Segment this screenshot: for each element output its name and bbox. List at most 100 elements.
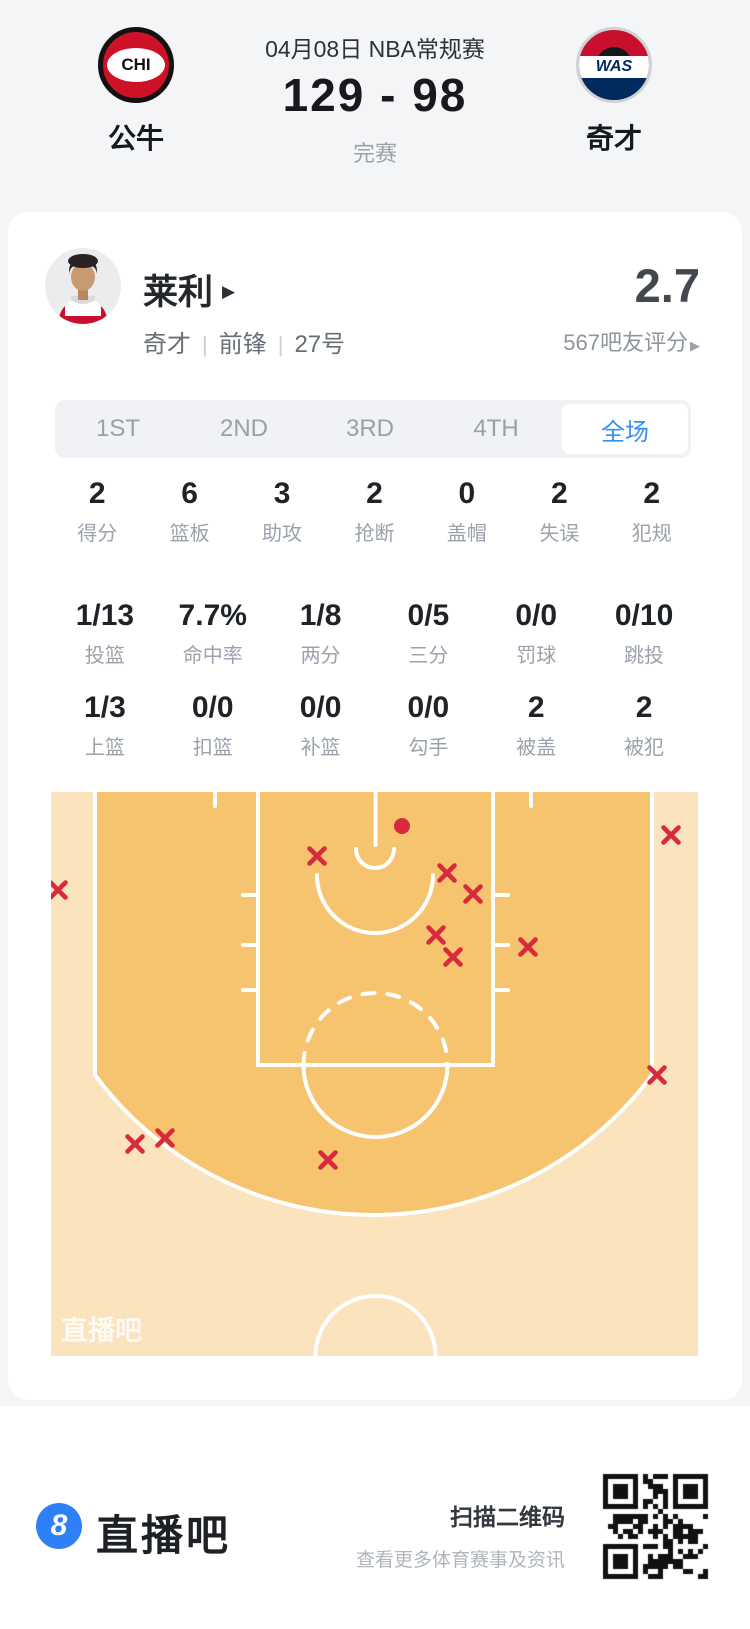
qr-code — [600, 1471, 711, 1582]
stat-得分: 2 得分 — [51, 478, 143, 546]
stat-label: 命中率 — [182, 645, 243, 667]
rating-arrow-icon: ▶ — [690, 338, 700, 353]
player-name: 莱利 — [143, 273, 214, 312]
stat-value: 2 — [88, 477, 106, 510]
player-avatar-image — [45, 248, 121, 324]
qr-subtitle: 查看更多体育赛事及资讯 — [355, 1550, 565, 1571]
rating-value: 2.7 — [634, 259, 700, 312]
stat-label: 勾手 — [408, 737, 449, 759]
stat-value: 0/5 — [407, 599, 450, 632]
tab-2nd[interactable]: 2ND — [219, 415, 268, 442]
rim-arc — [354, 847, 396, 870]
stat-value: 2 — [643, 477, 661, 510]
zhibo8-logo-icon: 8 — [36, 1503, 82, 1549]
team-home-name: 公牛 — [107, 123, 164, 154]
court-inside-three-area — [95, 792, 652, 1216]
missed-shot-marker — [518, 937, 538, 957]
stat-label: 上篮 — [84, 737, 125, 759]
stat-label: 犯规 — [631, 523, 672, 545]
player-team: 奇才 — [143, 331, 191, 358]
stat-抢断: 2 抢断 — [328, 478, 420, 546]
missed-shot-marker — [647, 1065, 667, 1085]
restricted-arc — [315, 873, 435, 935]
player-stats-card: 莱利 ▶ 奇才 | 前锋 | 27号 2.7 567吧友评分 ▶ 1ST 2ND 3RD 4TH… — [8, 212, 742, 1400]
stat-盖帽: 0 盖帽 — [421, 478, 513, 546]
player-avatar[interactable] — [45, 248, 121, 324]
shot-marks — [51, 818, 681, 1170]
stat-value: 0/0 — [407, 691, 450, 724]
stat-上篮: 1/3 上篮 — [51, 692, 159, 760]
missed-shot-marker — [307, 846, 327, 866]
tab-1st[interactable]: 1ST — [95, 415, 140, 442]
court-watermark: 直播吧 — [61, 1316, 142, 1346]
center-circle — [313, 1294, 438, 1356]
stat-value: 0/10 — [614, 599, 674, 632]
lane-lines — [256, 792, 495, 1067]
stat-label: 被盖 — [516, 737, 557, 759]
missed-shot-marker — [463, 884, 483, 904]
missed-shot-marker — [155, 1128, 175, 1148]
stat-被犯: 2 被犯 — [590, 692, 698, 760]
free-throw-circle-solid — [301, 1063, 450, 1139]
qr-title: 扫描二维码 — [450, 1504, 565, 1530]
missed-shot-marker — [51, 880, 68, 900]
footer: 8 直播吧 扫描二维码 查看更多体育赛事及资讯 — [0, 1406, 750, 1629]
team-away-name: 奇才 — [585, 123, 642, 154]
stat-value: 3 — [273, 477, 291, 510]
rating-count-label: 567吧友评分 — [563, 330, 688, 355]
stat-label: 补篮 — [300, 737, 341, 759]
stat-row-basic: 2 得分 6 篮板 3 助攻 2 抢断 0 盖帽 2 失误 2 犯规 — [51, 478, 698, 546]
missed-shot-marker — [318, 1150, 338, 1170]
three-point-line — [93, 792, 654, 1218]
stat-篮板: 6 篮板 — [143, 478, 235, 546]
missed-shot-marker — [661, 825, 681, 845]
match-score: 129 - 98 — [282, 69, 468, 121]
court-lines — [93, 792, 654, 1356]
stat-value: 2 — [550, 477, 568, 510]
stat-助攻: 3 助攻 — [236, 478, 328, 546]
player-name-row[interactable]: 莱利 ▶ — [143, 264, 235, 315]
bulls-abbr: CHI — [121, 55, 151, 74]
stat-label: 跳投 — [624, 645, 665, 667]
stat-value: 2 — [527, 691, 545, 724]
stat-label: 抢断 — [354, 523, 395, 545]
match-date-title: 04月08日 NBA常规赛 — [265, 36, 485, 62]
stat-value: 2 — [635, 691, 653, 724]
missed-shot-marker — [437, 863, 457, 883]
tab-3rd[interactable]: 3RD — [345, 415, 394, 442]
team-away[interactable]: WAS 奇才 — [554, 27, 674, 157]
stat-犯规: 2 犯规 — [606, 478, 698, 546]
tab-全场[interactable]: 全场 — [562, 404, 688, 454]
stat-三分: 0/5 三分 — [374, 600, 482, 668]
stat-勾手: 0/0 勾手 — [374, 692, 482, 760]
shot-chart-court: 直播吧 — [51, 792, 698, 1356]
tab-4th[interactable]: 4TH — [473, 415, 519, 442]
wizards-logo-icon: WAS — [576, 27, 652, 103]
stat-label: 篮板 — [169, 523, 210, 545]
bulls-logo-icon: CHI — [98, 27, 174, 103]
missed-shot-marker — [426, 925, 446, 945]
missed-shot-marker — [443, 947, 463, 967]
team-home[interactable]: CHI 公牛 — [76, 27, 196, 157]
match-status: 完赛 — [352, 141, 397, 166]
stat-value: 1/3 — [84, 691, 126, 724]
player-meta: 奇才 | 前锋 | 27号 — [143, 331, 346, 358]
stat-两分: 1/8 两分 — [267, 600, 375, 668]
stat-value: 0/0 — [515, 599, 558, 632]
lane-hash-right — [491, 893, 510, 992]
stat-label: 被犯 — [624, 737, 665, 759]
brand-name: 直播吧 — [96, 1512, 232, 1559]
stat-value: 0/0 — [299, 691, 342, 724]
stat-label: 盖帽 — [446, 523, 487, 545]
stat-value: 2 — [366, 477, 383, 510]
fan-rating[interactable]: 2.7 567吧友评分 ▶ — [563, 262, 700, 357]
player-expand-arrow-icon: ▶ — [222, 281, 236, 301]
stat-value: 1/8 — [299, 599, 342, 632]
stat-扣篮: 0/0 扣篮 — [159, 692, 267, 760]
stat-label: 投篮 — [84, 645, 125, 667]
quarter-tabs: 1ST 2ND 3RD 4TH 全场 — [55, 400, 691, 458]
wizards-abbr: WAS — [595, 58, 633, 75]
stat-失误: 2 失误 — [513, 478, 605, 546]
stat-label: 两分 — [300, 645, 341, 667]
